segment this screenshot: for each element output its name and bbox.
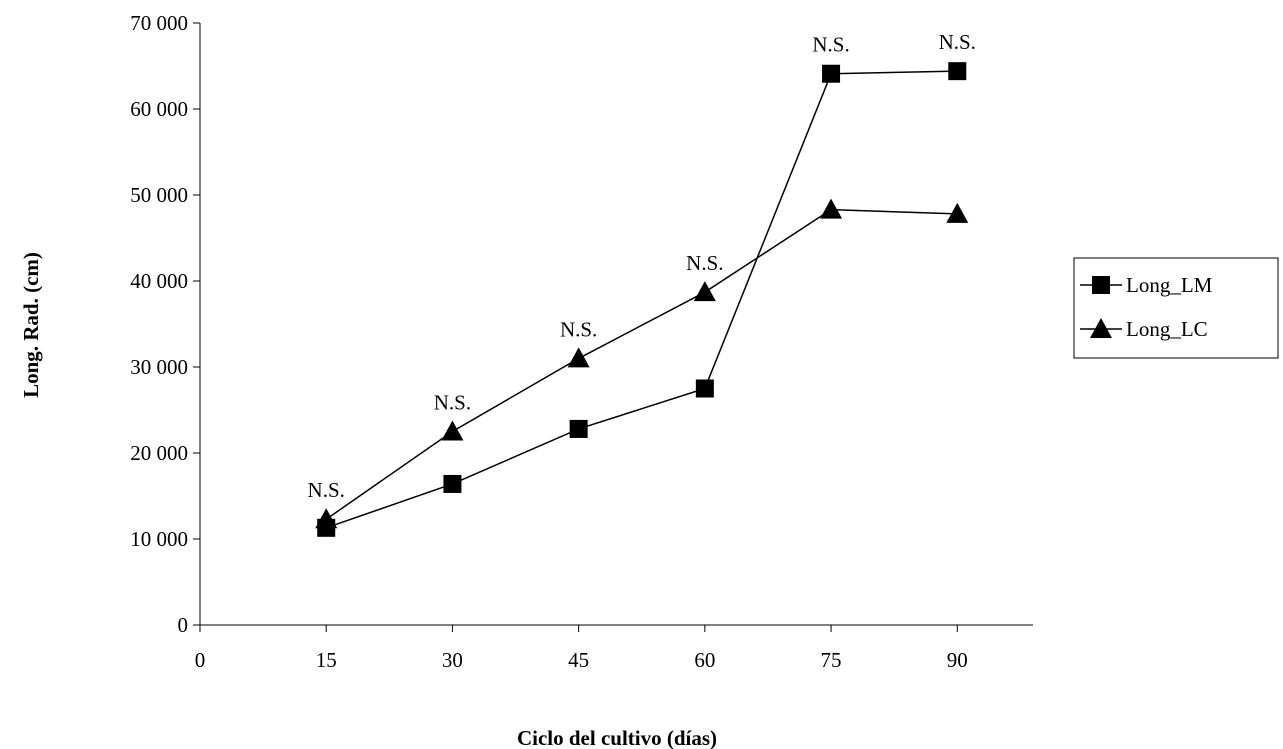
data-point-long-lc [946,202,969,223]
series-long-lm [317,62,967,537]
y-tick-label: 0 [178,613,189,637]
y-axis-title: Long. Rad. (cm) [19,252,43,398]
y-tick-label: 20 000 [130,441,188,465]
legend-box [1073,257,1279,359]
x-axis: 0 15 30 45 60 75 90 [195,624,1033,672]
data-point-long-lm [695,379,714,398]
legend-item: Long_LM [1080,273,1213,297]
y-tick-label: 30 000 [130,355,188,379]
legend: Long_LM Long_LC [1073,257,1279,359]
y-tick-label: 60 000 [130,97,188,121]
y-tick-label: 40 000 [130,269,188,293]
y-tick-label: 50 000 [130,183,188,207]
annotation-label: N.S. [939,30,976,54]
data-point-long-lc [693,281,716,302]
annotation-label: N.S. [686,251,723,275]
y-tick-label: 70 000 [130,11,188,35]
series-line-long-lm [325,70,958,529]
y-tick-label: 10 000 [130,527,188,551]
legend-label: Long_LM [1126,273,1213,297]
legend-item: Long_LC [1080,317,1208,341]
data-point-long-lc [315,508,338,529]
legend-label: Long_LC [1126,317,1208,341]
x-tick-label: 15 [316,648,337,672]
y-axis: 0 10 000 20 000 30 000 40 000 50 000 60 000 70 … [130,11,201,637]
series-line-long-lc [325,208,958,520]
legend-marker [1090,318,1112,338]
series-layer [315,62,969,537]
data-point-long-lm [443,474,462,493]
x-axis-title: Ciclo del cultivo (días) [517,726,717,749]
legend-marker [1092,276,1110,294]
annotation-label: N.S. [812,33,849,57]
x-tick-label: 30 [442,648,463,672]
data-point-long-lc [441,420,464,441]
annotation-label: N.S. [308,478,345,502]
data-point-long-lc [567,347,590,368]
data-point-long-lm [948,62,967,81]
data-point-long-lm [569,419,588,438]
annotation-layer: N.S. N.S. N.S. N.S. N.S. N.S. [308,30,976,502]
annotation-label: N.S. [560,317,597,341]
x-tick-label: 75 [821,648,842,672]
x-tick-label: 45 [568,648,589,672]
x-tick-label: 90 [947,648,968,672]
annotation-label: N.S. [434,391,471,415]
x-tick-label: 0 [195,648,206,672]
data-point-long-lc [820,198,843,219]
series-long-lc [315,198,969,529]
x-tick-label: 60 [694,648,715,672]
data-point-long-lm [822,64,841,83]
